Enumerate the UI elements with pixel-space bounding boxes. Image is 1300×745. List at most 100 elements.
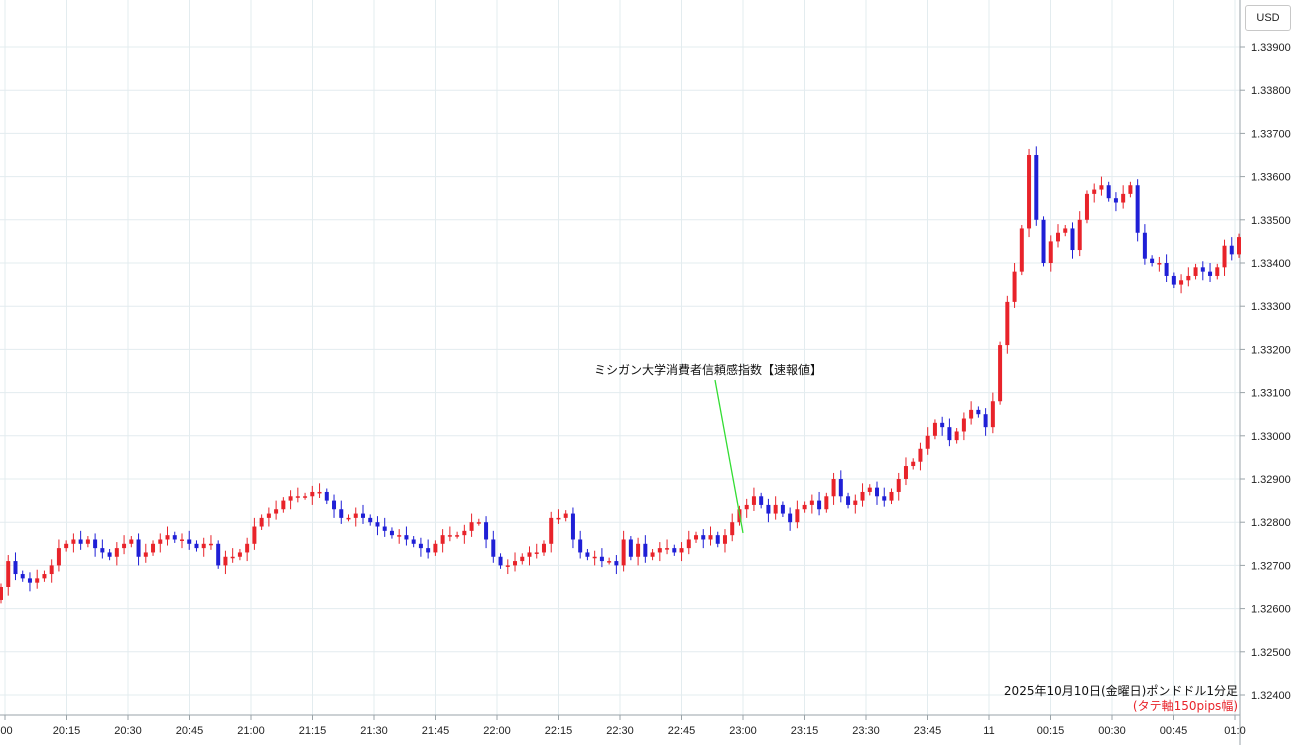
candle-body: [237, 552, 242, 557]
y-tick-label: 1.33300: [1251, 301, 1291, 313]
y-tick-label: 1.32400: [1251, 690, 1291, 702]
candle-body: [1012, 271, 1017, 302]
candle-body: [802, 504, 807, 510]
candle-body: [592, 556, 597, 559]
candle-body: [780, 504, 785, 514]
candle-body: [1005, 301, 1010, 346]
candle-body: [151, 543, 156, 553]
y-tick-label: 1.32600: [1251, 604, 1291, 616]
x-tick-label: 22:30: [606, 725, 634, 737]
candle-body: [527, 552, 532, 557]
y-tick-label: 1.32700: [1251, 560, 1291, 572]
candle-body: [64, 543, 69, 549]
candle-body: [216, 543, 221, 566]
candle-body: [628, 539, 633, 557]
candle-body: [295, 496, 300, 498]
candle-body: [360, 513, 365, 518]
candle-body: [346, 517, 351, 520]
chart-scale-note: (タテ軸150pips幅): [1132, 699, 1238, 713]
candle-body: [1077, 219, 1082, 251]
x-tick-label: 23:45: [914, 725, 942, 737]
candle-body: [440, 535, 445, 544]
candle-body: [954, 431, 959, 441]
candle-body: [324, 491, 329, 501]
x-tick-label: 20:45: [176, 725, 204, 737]
candle-body: [1208, 271, 1213, 276]
candle-body: [397, 535, 402, 537]
candle-body: [1121, 193, 1126, 203]
candle-body: [744, 504, 749, 510]
candle-body: [1041, 219, 1046, 263]
candle-body: [860, 491, 865, 501]
candle-body: [831, 479, 836, 497]
candle-body: [1070, 228, 1075, 251]
candle-body: [6, 561, 11, 587]
candle-body: [107, 552, 112, 557]
y-tick-label: 1.32500: [1251, 647, 1291, 659]
x-tick-label: 22:45: [668, 725, 696, 737]
x-tick-label: 22:15: [545, 725, 573, 737]
candle-body: [332, 500, 337, 510]
candle-body: [13, 561, 18, 575]
candle-body: [35, 578, 40, 583]
candle-body: [788, 513, 793, 523]
candle-body: [505, 565, 510, 567]
candle-body: [882, 496, 887, 501]
candle-body: [1135, 185, 1140, 233]
y-axis: 1.32400 1.32500 1.32600 1.32700 1.32800 1.329…: [1240, 42, 1291, 702]
candle-body: [918, 448, 923, 462]
candle-body: [578, 539, 583, 553]
candle-body: [230, 556, 235, 559]
candle-body: [925, 435, 930, 449]
candle-body: [20, 574, 25, 579]
candle-body: [1128, 185, 1133, 194]
y-tick-label: 1.32900: [1251, 474, 1291, 486]
currency-selector[interactable]: USD: [1245, 5, 1291, 31]
candle-body: [563, 513, 568, 518]
candle-body: [585, 552, 590, 557]
y-tick-label: 1.33600: [1251, 172, 1291, 184]
candle-body: [266, 513, 271, 518]
candle-body: [1142, 232, 1147, 259]
candle-body: [773, 504, 778, 514]
annotation-label: ミシガン大学消費者信頼感指数【速報値】: [594, 362, 822, 377]
candle-body: [961, 418, 966, 432]
candle-body: [122, 543, 127, 549]
candle-body: [751, 496, 756, 505]
x-tick-label: 20:30: [114, 725, 142, 737]
candle-body: [165, 535, 170, 540]
candle-body: [621, 539, 626, 566]
x-tick-label: 21:30: [360, 725, 388, 737]
candle-body: [1084, 193, 1089, 220]
candle-body: [969, 409, 974, 419]
candle-body: [462, 530, 467, 536]
candle-body: [252, 526, 257, 544]
candle-body: [1150, 258, 1155, 263]
candle-body: [636, 543, 641, 557]
candle-body: [940, 422, 945, 428]
candle-body: [317, 491, 322, 494]
candle-body: [607, 561, 612, 563]
candle-body: [599, 556, 604, 562]
candle-body: [1027, 155, 1032, 229]
candle-body: [1193, 267, 1198, 276]
candle-body: [838, 479, 843, 497]
candle-body: [201, 543, 206, 549]
candle-body: [998, 345, 1003, 402]
candle-body: [672, 548, 677, 553]
candle-body: [426, 548, 431, 553]
candle-body: [556, 517, 561, 520]
candle-body: [1157, 263, 1162, 265]
candle-body: [353, 513, 358, 518]
candle-body: [766, 504, 771, 514]
candle-body: [1092, 189, 1097, 194]
candle-body: [143, 552, 148, 557]
candle-body: [730, 522, 735, 536]
y-tick-label: 1.33000: [1251, 431, 1291, 443]
candle-body: [1200, 267, 1205, 272]
candle-body: [665, 548, 670, 550]
candle-body: [476, 522, 481, 524]
candle-body: [339, 509, 344, 518]
chart-caption: 2025年10月10日(金曜日)ポンドドル1分足: [1003, 684, 1238, 698]
